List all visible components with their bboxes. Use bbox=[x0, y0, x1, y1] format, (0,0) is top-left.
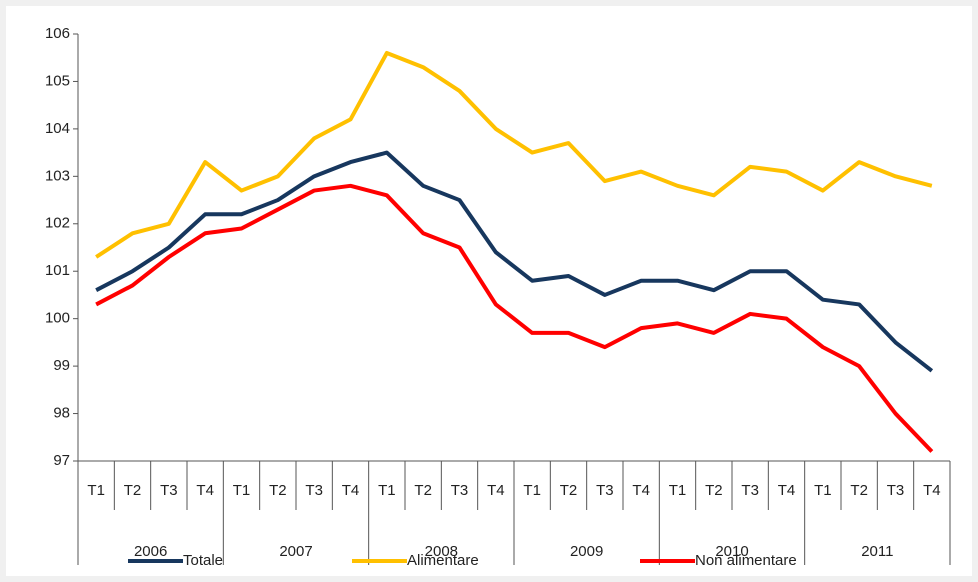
legend-label: Totale bbox=[183, 552, 223, 569]
x-tick-label: T4 bbox=[923, 482, 941, 499]
y-tick-label: 97 bbox=[53, 452, 70, 469]
group-label: 2010 bbox=[715, 543, 748, 560]
y-tick-label: 101 bbox=[45, 262, 70, 279]
legend-label: Alimentare bbox=[407, 552, 479, 569]
y-tick-label: 104 bbox=[45, 120, 70, 137]
y-tick-label: 105 bbox=[45, 72, 70, 89]
x-tick-label: T4 bbox=[342, 482, 360, 499]
x-tick-label: T3 bbox=[741, 482, 759, 499]
x-tick-label: T4 bbox=[487, 482, 505, 499]
x-tick-label: T1 bbox=[523, 482, 541, 499]
y-tick-label: 103 bbox=[45, 167, 70, 184]
x-tick-label: T2 bbox=[414, 482, 432, 499]
y-tick-label: 100 bbox=[45, 310, 70, 327]
series-line bbox=[95, 150, 934, 373]
x-tick-label: T1 bbox=[814, 482, 832, 499]
x-tick-label: T3 bbox=[160, 482, 178, 499]
x-tick-label: T4 bbox=[632, 482, 650, 499]
x-tick-label: T2 bbox=[269, 482, 287, 499]
x-tick-label: T3 bbox=[305, 482, 323, 499]
y-tick-label: 99 bbox=[53, 357, 70, 374]
series-line bbox=[95, 183, 934, 453]
y-tick-label: 102 bbox=[45, 215, 70, 232]
y-tick-label: 98 bbox=[53, 405, 70, 422]
x-tick-label: T1 bbox=[233, 482, 251, 499]
x-tick-label: T1 bbox=[87, 482, 105, 499]
x-tick-label: T3 bbox=[887, 482, 905, 499]
x-tick-label: T4 bbox=[778, 482, 796, 499]
series-line bbox=[95, 50, 933, 259]
x-tick-label: T3 bbox=[596, 482, 614, 499]
x-tick-label: T2 bbox=[705, 482, 723, 499]
group-label: 2009 bbox=[570, 543, 603, 560]
x-tick-label: T4 bbox=[196, 482, 214, 499]
group-label: 2011 bbox=[861, 543, 893, 560]
x-tick-label: T2 bbox=[850, 482, 868, 499]
group-label: 2007 bbox=[279, 543, 312, 560]
x-tick-label: T1 bbox=[378, 482, 396, 499]
x-tick-label: T3 bbox=[451, 482, 469, 499]
y-tick-label: 106 bbox=[45, 25, 70, 42]
group-label: 2006 bbox=[134, 543, 167, 560]
legend-label: Non alimentare bbox=[695, 552, 797, 569]
x-tick-label: T2 bbox=[560, 482, 578, 499]
group-label: 2008 bbox=[425, 543, 458, 560]
x-tick-label: T1 bbox=[669, 482, 687, 499]
x-tick-label: T2 bbox=[124, 482, 142, 499]
